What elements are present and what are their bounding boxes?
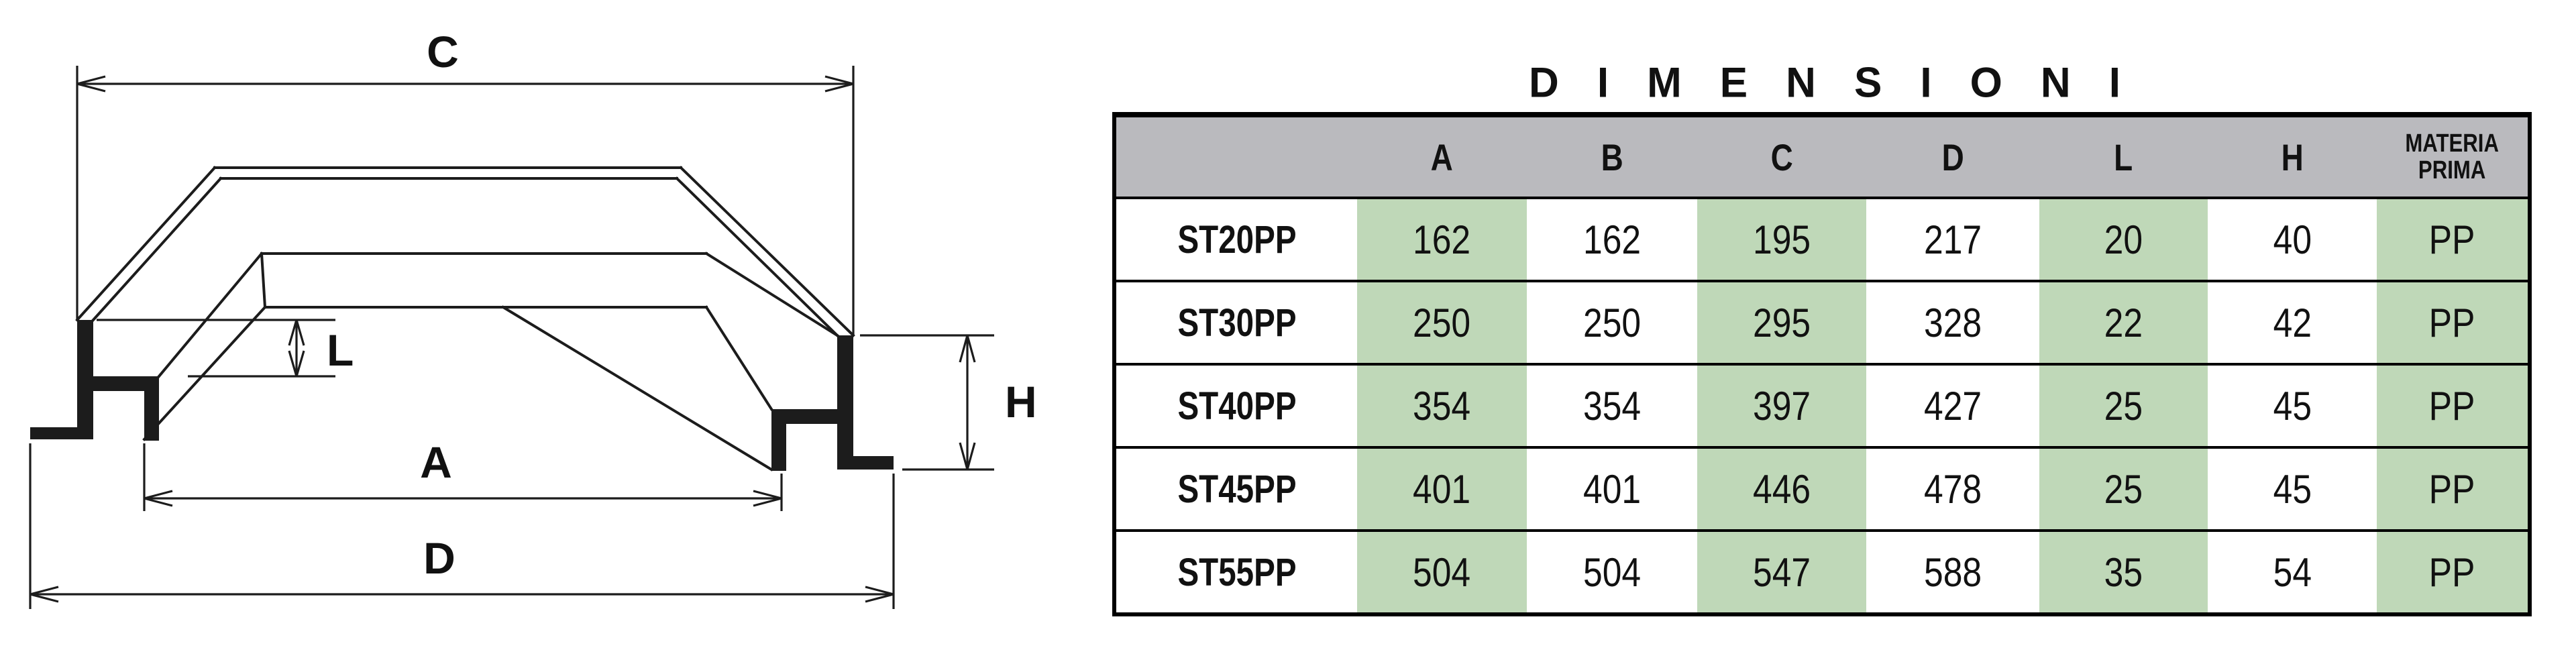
table-cell: 446 <box>1697 446 1866 529</box>
header-col-h: H <box>2208 117 2377 197</box>
header-col-b-label: B <box>1601 135 1623 178</box>
table-cell: 295 <box>1697 280 1866 363</box>
table-cell: 54 <box>2208 529 2377 612</box>
header-col-h-label: H <box>2281 135 2304 178</box>
table-cell: 588 <box>1866 529 2039 612</box>
right-foot-section <box>771 335 894 471</box>
header-col-materia-prima: MATERIA PRIMA <box>2377 117 2528 197</box>
table-cell: 427 <box>1866 363 2039 446</box>
table-cell: 397 <box>1697 363 1866 446</box>
table-cell: 354 <box>1527 363 1697 446</box>
dimension-a-label: A <box>420 437 452 487</box>
table-row-model: ST30PP <box>1116 280 1357 363</box>
table-cell: 504 <box>1527 529 1697 612</box>
header-col-c: C <box>1697 117 1866 197</box>
table-cell: 195 <box>1697 197 1866 280</box>
table-cell: 22 <box>2039 280 2208 363</box>
table-cell: 45 <box>2208 363 2377 446</box>
dimension-l-label: L <box>327 325 354 375</box>
table-cell: 547 <box>1697 529 1866 612</box>
dimension-d-label: D <box>423 533 455 583</box>
dimension-h-label: H <box>1005 377 1037 427</box>
table-cell: 401 <box>1357 446 1527 529</box>
table-row-model: ST40PP <box>1116 363 1357 446</box>
table-cell: 217 <box>1866 197 2039 280</box>
header-col-l: L <box>2039 117 2208 197</box>
table-cell: 250 <box>1357 280 1527 363</box>
left-foot-section <box>30 320 159 441</box>
table-cell: 478 <box>1866 446 2039 529</box>
table-cell: 25 <box>2039 446 2208 529</box>
table-cell: 401 <box>1527 446 1697 529</box>
table-row-model: ST55PP <box>1116 529 1357 612</box>
table-cell: 35 <box>2039 529 2208 612</box>
table-cell: 40 <box>2208 197 2377 280</box>
dimension-l: L <box>97 319 354 378</box>
header-corner-cell <box>1116 117 1357 197</box>
table-cell: 162 <box>1527 197 1697 280</box>
table-title: DIMENSIONI <box>1529 59 2159 107</box>
header-col-d-label: D <box>1941 135 1964 178</box>
header-col-a-label: A <box>1430 135 1454 178</box>
table-cell: 250 <box>1527 280 1697 363</box>
dimension-table-area: DIMENSIONI A B C D L H MATERIA PRIMA ST2… <box>1107 0 2576 660</box>
dimension-a: A <box>143 437 783 511</box>
dimension-c: C <box>76 27 855 335</box>
header-col-l-label: L <box>2114 135 2133 178</box>
technical-drawing: C L H <box>0 0 1107 660</box>
header-col-c-label: C <box>1770 135 1793 178</box>
header-col-a: A <box>1357 117 1527 197</box>
table-cell: 504 <box>1357 529 1527 612</box>
header-col-d: D <box>1866 117 2039 197</box>
table-cell: 328 <box>1866 280 2039 363</box>
header-col-b: B <box>1527 117 1697 197</box>
dimension-c-label: C <box>427 27 459 76</box>
table-cell: 354 <box>1357 363 1527 446</box>
table-row-model: ST20PP <box>1116 197 1357 280</box>
dimension-h: H <box>860 334 1037 471</box>
table-cell: 162 <box>1357 197 1527 280</box>
dimension-table: A B C D L H MATERIA PRIMA ST20PP 162 162… <box>1112 112 2532 616</box>
table-cell: PP <box>2377 363 2528 446</box>
header-materia-prima-label: MATERIA PRIMA <box>2405 129 2500 184</box>
table-cell: 45 <box>2208 446 2377 529</box>
table-cell: PP <box>2377 197 2528 280</box>
table-cell: 25 <box>2039 363 2208 446</box>
table-cell: 20 <box>2039 197 2208 280</box>
table-cell: PP <box>2377 529 2528 612</box>
table-row-model: ST45PP <box>1116 446 1357 529</box>
profile-outer-shell <box>75 166 855 337</box>
dimension-d: D <box>29 443 895 609</box>
profile-drawing-svg: C L H <box>29 27 1037 609</box>
table-cell: PP <box>2377 446 2528 529</box>
table-cell: PP <box>2377 280 2528 363</box>
table-cell: 42 <box>2208 280 2377 363</box>
profile-inner-shell <box>142 252 839 472</box>
